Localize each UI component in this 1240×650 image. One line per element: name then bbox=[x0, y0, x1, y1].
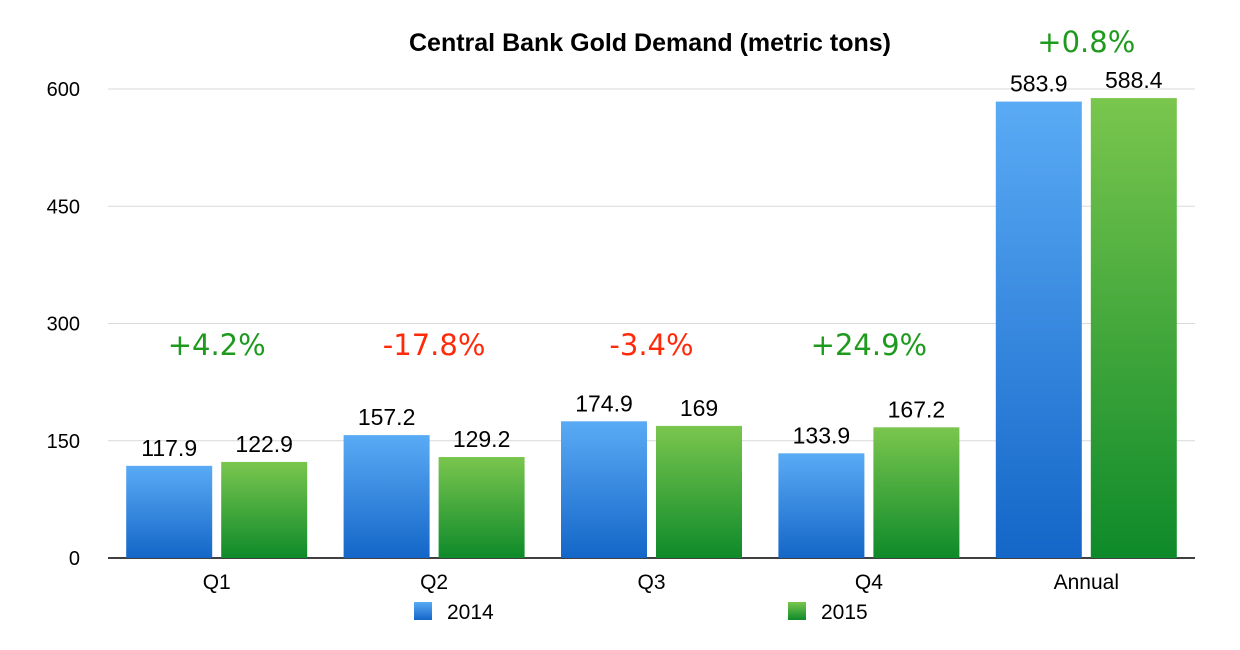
data-label: 133.9 bbox=[793, 422, 851, 448]
legend-swatch-2015 bbox=[788, 602, 806, 620]
change-annotation: +4.2% bbox=[168, 328, 266, 362]
legend: 2014 2015 bbox=[414, 601, 868, 624]
chart-title: Central Bank Gold Demand (metric tons) bbox=[409, 29, 891, 57]
bar-2015-annual bbox=[1090, 98, 1177, 559]
legend-label: 2014 bbox=[447, 601, 494, 624]
data-label: 167.2 bbox=[888, 396, 946, 422]
y-tick-label: 600 bbox=[47, 79, 80, 101]
bar-2015-q3 bbox=[656, 425, 742, 558]
data-label: 122.9 bbox=[235, 431, 293, 457]
y-axis-ticks: 0 150 300 450 600 bbox=[47, 79, 80, 570]
bar-2014-q4 bbox=[778, 453, 865, 558]
x-category-label: Q4 bbox=[855, 571, 883, 594]
bar-2015-q4 bbox=[873, 427, 960, 558]
bars: 117.9 122.9 +4.2% 157.2 129.2 -17.8% 174.9 169 -… bbox=[126, 25, 1177, 559]
x-axis-categories: Q1 Q2 Q3 Q4 Annual bbox=[203, 571, 1119, 594]
bar-2014-q1 bbox=[126, 465, 213, 558]
data-label: 129.2 bbox=[453, 426, 511, 452]
bar-2015-q2 bbox=[438, 457, 525, 558]
legend-label: 2015 bbox=[821, 601, 868, 624]
data-label: 583.9 bbox=[1010, 71, 1068, 97]
x-category-label: Q2 bbox=[420, 571, 448, 594]
bar-2014-q2 bbox=[343, 435, 430, 558]
data-label: 588.4 bbox=[1105, 67, 1163, 93]
x-category-label: Q1 bbox=[203, 571, 231, 594]
y-tick-label: 450 bbox=[47, 196, 80, 218]
data-label: 117.9 bbox=[141, 435, 197, 461]
bar-2015-q1 bbox=[221, 461, 308, 558]
x-category-label: Annual bbox=[1054, 571, 1119, 594]
y-tick-label: 150 bbox=[47, 431, 80, 453]
y-tick-label: 300 bbox=[47, 314, 80, 336]
x-category-label: Q3 bbox=[637, 571, 665, 594]
change-annotation: +0.8% bbox=[1037, 25, 1135, 59]
change-annotation: -17.8% bbox=[383, 328, 486, 362]
legend-swatch-2014 bbox=[414, 602, 432, 620]
change-annotation: +24.9% bbox=[811, 328, 927, 362]
y-tick-label: 0 bbox=[69, 548, 80, 570]
bar-2014-annual bbox=[995, 101, 1082, 558]
data-label: 157.2 bbox=[358, 404, 416, 430]
data-label: 174.9 bbox=[575, 390, 633, 416]
change-annotation: -3.4% bbox=[609, 328, 693, 362]
bar-2014-q3 bbox=[561, 421, 647, 558]
data-label: 169 bbox=[680, 395, 718, 421]
